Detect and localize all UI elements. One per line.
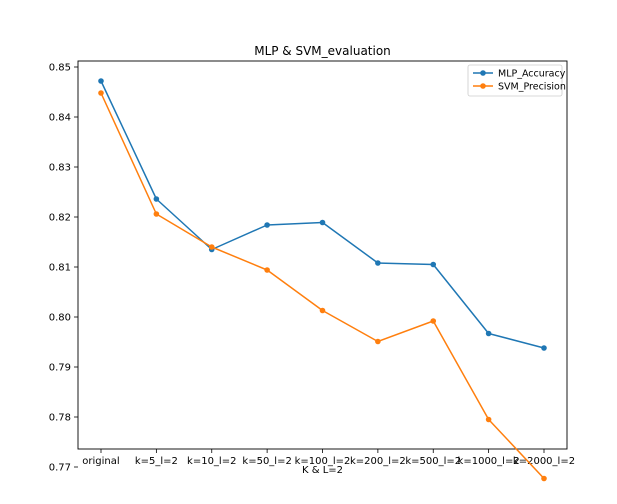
data-point [319,307,326,314]
x-tick-label: k=1000_l=2 [458,456,520,467]
data-point [485,416,492,423]
legend: MLP_Accuracy SVM_Precision [467,64,566,97]
y-tick-label: 0.81 [49,263,71,274]
series-layer [98,78,547,482]
y-tick-label: 0.78 [49,413,71,424]
x-tick-label: k=200_l=2 [350,456,406,467]
data-point [153,211,160,217]
legend-label: MLP_Accuracy [498,69,566,80]
x-tick-label: k=500_l=2 [405,456,461,467]
y-tick-label: 0.85 [49,63,71,74]
data-point [541,345,547,351]
x-tick-label: k=100_l=2 [295,456,351,467]
y-tick-label: 0.79 [49,363,71,374]
data-point [208,244,215,250]
x-axis: original k=5_l=2 k=10_l=2 k=50_l=2 k=100_l=2… [82,449,575,467]
y-tick-label: 0.77 [49,463,71,474]
plot-area-frame [77,60,568,450]
data-point [98,78,104,84]
x-axis-title: K & L=2 [302,465,343,476]
x-tick-label: original [82,456,119,467]
data-point [319,219,326,226]
data-point [430,318,437,324]
legend-marker [480,83,486,89]
data-point [430,261,437,268]
data-point [375,260,381,266]
x-tick-label: k=2000_l=2 [513,456,575,467]
x-tick-label: k=50_l=2 [242,456,291,467]
data-point [541,475,547,482]
data-point [485,330,492,337]
y-tick-label: 0.84 [49,113,71,124]
x-tick-label: k=10_l=2 [187,456,236,467]
legend-item: SVM_Precision [473,82,566,93]
data-point [98,90,104,96]
data-point [264,222,270,228]
data-point [153,196,160,202]
y-tick-label: 0.83 [49,163,71,174]
x-tick-label: k=5_l=2 [135,456,178,467]
data-point [375,338,381,345]
y-tick-label: 0.82 [49,213,71,224]
legend-marker [480,70,486,76]
y-tick-label: 0.80 [49,313,71,324]
chart-title: MLP & SVM_evaluation [254,44,391,58]
legend-item: MLP_Accuracy [473,69,566,80]
legend-label: SVM_Precision [498,82,566,93]
data-point [264,267,270,273]
y-axis: 0.77 0.78 0.79 0.80 0.81 0.82 0.83 0.84 0.85 [49,63,78,474]
series-SVM_Precision [98,90,547,482]
series-line [100,92,545,480]
